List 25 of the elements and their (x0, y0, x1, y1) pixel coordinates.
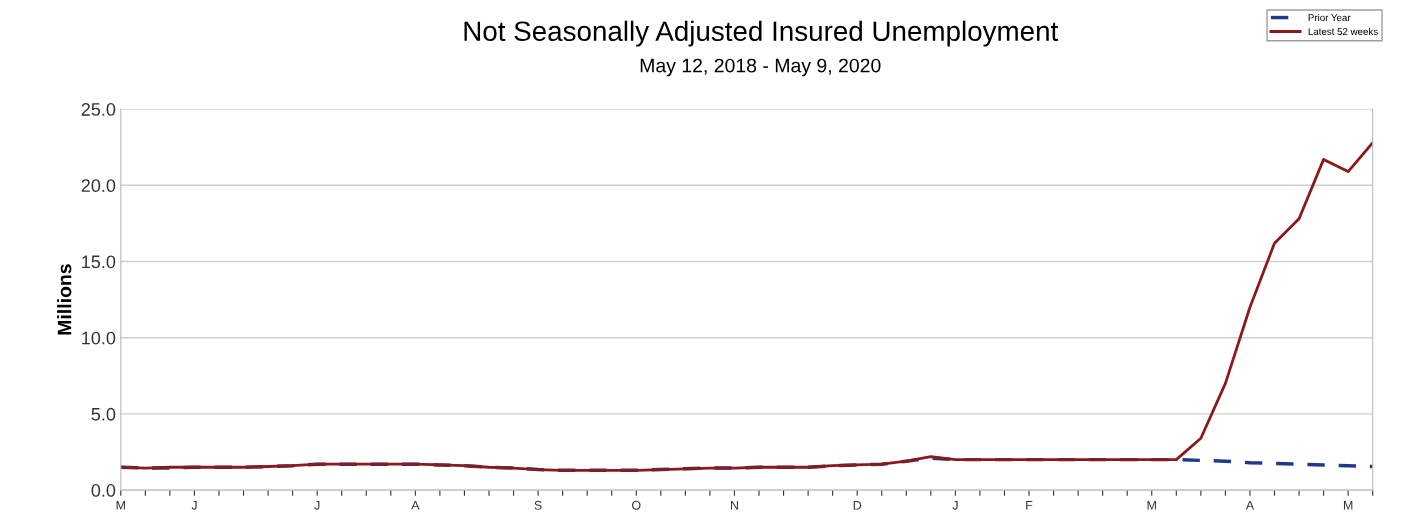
x-tick-label: A (411, 500, 420, 510)
x-tick-label: S (534, 500, 542, 510)
x-tick-label: M (1147, 500, 1156, 510)
legend-label: Prior Year (1308, 13, 1351, 22)
x-tick-label: M (116, 500, 125, 510)
y-tick-label: 20.0 (81, 179, 116, 193)
x-tick-label: D (853, 500, 862, 510)
x-tick-label: N (730, 500, 738, 510)
x-tick-label: F (1026, 500, 1033, 510)
x-tick-label: J (952, 500, 958, 510)
x-tick-label: J (314, 500, 320, 510)
x-tick-label: M (1343, 500, 1353, 510)
y-axis-title: Millions (57, 264, 72, 335)
chart-subtitle: May 12, 2018 - May 9, 2020 (640, 58, 881, 77)
y-tick-label: 0.0 (91, 484, 116, 497)
y-tick-label: 15.0 (82, 255, 116, 269)
y-tick-label: 10.0 (82, 331, 116, 345)
line-series (120, 141, 1373, 472)
x-tick-label: O (632, 500, 641, 510)
x-tick-label: A (1245, 500, 1255, 510)
y-tick-label: 25.0 (81, 103, 116, 116)
y-tick-label: 5.0 (91, 407, 116, 421)
chart-title: Not Seasonally Adjusted Insured Unemployment (464, 20, 1059, 47)
x-tick-label: J (191, 500, 197, 510)
legend-label: Latest 52 weeks (1308, 27, 1378, 35)
